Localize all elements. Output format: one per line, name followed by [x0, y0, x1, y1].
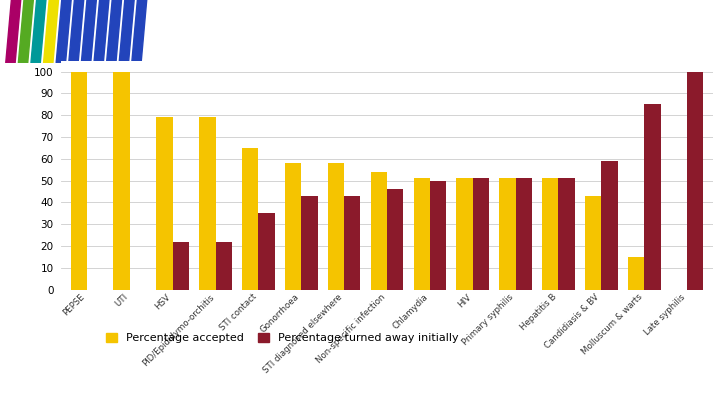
Bar: [542, 179, 559, 290]
Polygon shape: [69, 0, 84, 63]
Text: Percentage accepted & rejected: Percentage accepted & rejected: [148, 21, 527, 41]
Polygon shape: [107, 0, 122, 63]
Bar: [387, 189, 403, 290]
Bar: [328, 163, 344, 290]
Polygon shape: [94, 0, 109, 63]
Bar: [499, 179, 516, 290]
Bar: [456, 179, 473, 290]
Bar: [473, 179, 489, 290]
Bar: [413, 179, 430, 290]
Bar: [173, 242, 189, 290]
Polygon shape: [31, 0, 46, 63]
Bar: [215, 242, 232, 290]
Bar: [585, 196, 601, 290]
Bar: [301, 196, 318, 290]
Bar: [71, 72, 87, 290]
Bar: [687, 72, 703, 290]
Bar: [199, 117, 215, 290]
Bar: [628, 257, 644, 290]
Bar: [430, 181, 446, 290]
Polygon shape: [43, 0, 58, 63]
Bar: [344, 196, 361, 290]
Polygon shape: [19, 0, 33, 63]
Polygon shape: [132, 0, 147, 63]
Bar: [644, 104, 660, 290]
Bar: [371, 172, 387, 290]
Bar: [114, 72, 130, 290]
Polygon shape: [6, 0, 21, 63]
Bar: [516, 179, 532, 290]
Polygon shape: [81, 0, 96, 63]
Polygon shape: [119, 0, 134, 63]
Polygon shape: [56, 0, 71, 63]
Bar: [156, 117, 173, 290]
Bar: [285, 163, 301, 290]
Bar: [601, 161, 618, 290]
Bar: [242, 148, 258, 290]
Bar: [258, 213, 275, 290]
Legend: Percentage accepted, Percentage turned away initially: Percentage accepted, Percentage turned a…: [107, 333, 458, 343]
Bar: [559, 179, 575, 290]
